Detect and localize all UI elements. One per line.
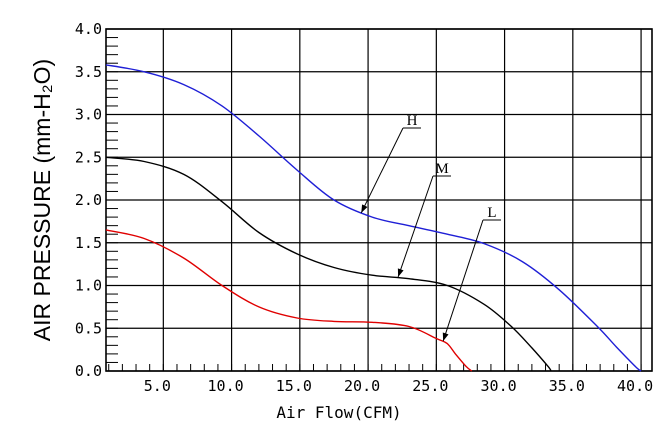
curve-m (105, 156, 552, 372)
x-tick-label: 30.0 (481, 377, 517, 395)
x-tick-label: 25.0 (412, 377, 448, 395)
y-tick-label: 2.0 (75, 191, 102, 209)
arrowhead (442, 332, 449, 342)
curve-label-l: L (487, 205, 496, 221)
grid-lines (106, 28, 652, 372)
curve-l (105, 229, 473, 372)
x-tick-labels: 5.0 10.0 15.0 20.0 25.0 30.0 35.0 40.0 (144, 377, 653, 395)
x-tick-label: 10.0 (208, 377, 244, 395)
plot-frame (105, 28, 653, 372)
x-axis-title: Air Flow(CFM) (276, 403, 401, 422)
y-tick-labels: 0.0 0.5 1.0 1.5 2.0 2.5 3.0 3.5 4.0 (75, 20, 102, 380)
y-tick-label: 1.5 (75, 234, 102, 252)
leader-line (442, 219, 484, 342)
y-tick-label: 1.0 (75, 277, 102, 295)
arrowhead (361, 204, 368, 213)
y-tick-label: 0.5 (75, 319, 102, 337)
curve-h (105, 64, 642, 372)
x-tick-label: 15.0 (276, 377, 312, 395)
x-tick-label: 20.0 (344, 377, 380, 395)
y-tick-label: 4.0 (75, 20, 102, 38)
curve-label-m: M (435, 161, 448, 177)
x-tick-label: 35.0 (549, 377, 585, 395)
arrowhead (397, 268, 404, 277)
leader-line (360, 127, 404, 214)
leader-line (397, 175, 434, 278)
curve-series (105, 64, 642, 372)
minor-ticks (106, 28, 642, 372)
y-tick-label: 3.0 (75, 106, 102, 124)
curve-label-h: H (407, 113, 418, 129)
y-tick-label: 2.5 (75, 148, 102, 166)
y-tick-label: 0.0 (75, 362, 102, 380)
y-tick-label: 3.5 (75, 63, 102, 81)
curve-annotations: H M L (360, 113, 501, 342)
x-tick-label: 40.0 (617, 377, 653, 395)
y-axis-title: AIR PRESSURE (mm-H₂O) (29, 59, 55, 341)
x-tick-label: 5.0 (144, 377, 171, 395)
